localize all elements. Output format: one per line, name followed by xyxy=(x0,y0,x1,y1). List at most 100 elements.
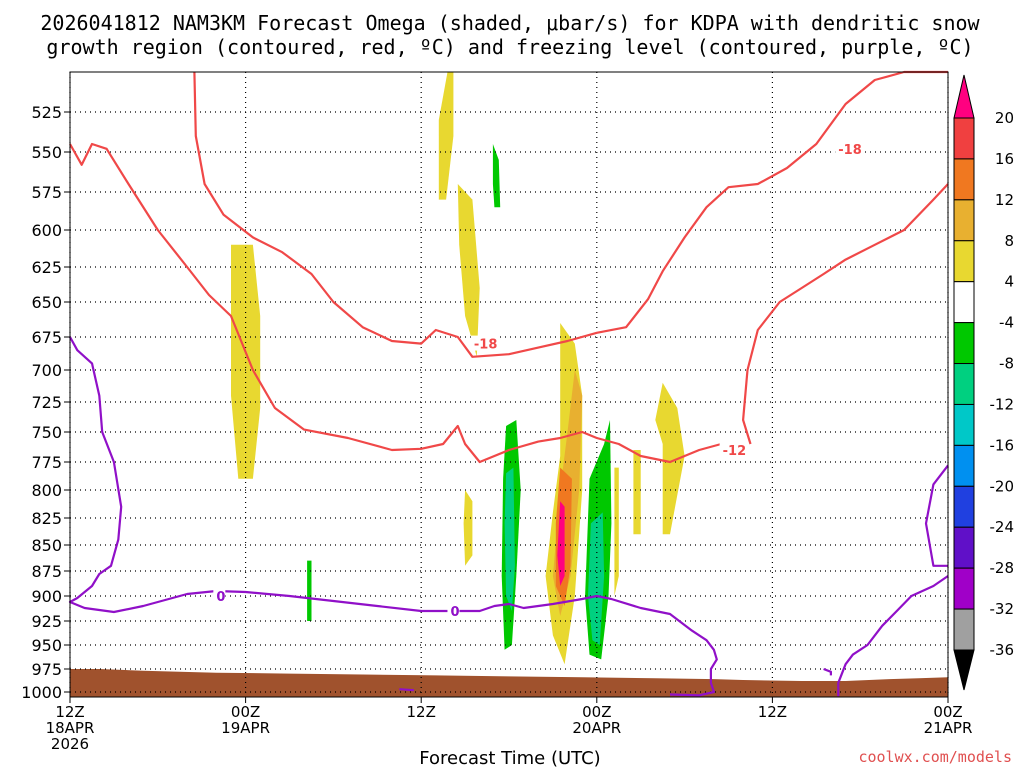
x-tick-label: 00Z xyxy=(933,703,962,721)
colorbar-tick-label: 8 xyxy=(1004,232,1014,250)
dendritic-contour-line xyxy=(193,70,948,358)
omega-region xyxy=(457,184,480,357)
y-tick-label: 775 xyxy=(31,453,62,472)
freezing-contour-line xyxy=(837,575,949,697)
colorbar-tick-label: -4 xyxy=(999,314,1014,332)
colorbar-bin xyxy=(953,240,975,283)
credit-text: coolwx.com/models xyxy=(858,748,1012,766)
y-tick-label: 1000 xyxy=(21,683,62,702)
dendritic-contour-layer: -18 -12 -18 xyxy=(69,70,949,464)
dendritic-contour-line xyxy=(69,142,722,464)
colorbar-tick-label: 20 xyxy=(995,109,1014,127)
dendritic-contour-label-bg xyxy=(470,335,499,351)
omega-region xyxy=(438,72,454,200)
x-tick-label: 21APR xyxy=(924,719,973,737)
colorbar-bin xyxy=(953,526,975,569)
colorbar-tick-label: -8 xyxy=(999,355,1014,373)
y-tick-label: 575 xyxy=(31,183,62,202)
omega-region xyxy=(557,501,565,586)
x-tick-label: 18APR xyxy=(46,719,95,737)
y-tick-label: 850 xyxy=(31,536,62,555)
freezing-contour-label-bg xyxy=(447,603,460,618)
x-tick-label: 00Z xyxy=(231,703,260,721)
colorbar-bin xyxy=(953,403,975,446)
y-tick-label: 800 xyxy=(31,481,62,500)
x-tick-label: 20APR xyxy=(572,719,621,737)
omega-region xyxy=(492,144,501,208)
colorbar-tick-label: -28 xyxy=(990,559,1015,577)
colorbar-bin xyxy=(953,322,975,365)
colorbar-bin xyxy=(953,363,975,405)
y-tick-label: 875 xyxy=(31,562,62,581)
y-tick-label: 600 xyxy=(31,221,62,240)
omega-region xyxy=(614,467,619,596)
omega-region xyxy=(504,467,515,611)
dendritic-contour-label: -18 xyxy=(474,338,498,353)
colorbar-bin xyxy=(953,567,975,610)
freezing-contour-line xyxy=(68,336,718,697)
freezing-contour-line xyxy=(399,688,414,692)
x-tick-label: 2026 xyxy=(51,735,89,753)
colorbar-tick-label: -36 xyxy=(990,641,1015,659)
freezing-contour-line xyxy=(924,464,949,567)
x-tick-label: 19APR xyxy=(221,719,270,737)
colorbar-bin xyxy=(953,199,975,242)
colorbar-tick-label: 16 xyxy=(995,150,1014,168)
y-tick-label: 825 xyxy=(31,509,62,528)
colorbar-top-arrow xyxy=(953,74,975,119)
x-axis-label: Forecast Time (UTC) xyxy=(419,748,600,768)
colorbar-tick-label: -32 xyxy=(990,600,1015,618)
x-tick-label: 00Z xyxy=(582,703,611,721)
title-line-1: 2026041812 NAM3KM Forecast Omega (shaded… xyxy=(40,11,980,35)
colorbar-tick-label: -12 xyxy=(990,395,1015,413)
colorbar: 20 16 12 8 4 -4 -8 -12 -16 -20 -24 -28 -32 -36 xyxy=(953,74,1015,691)
y-tick-label: 750 xyxy=(31,423,62,442)
colorbar-tick-label: 12 xyxy=(995,191,1014,209)
terrain-fill xyxy=(70,669,948,697)
freezing-contour-label-bg xyxy=(213,588,226,603)
colorbar-bin xyxy=(953,117,975,160)
colorbar-tick-label: -24 xyxy=(990,518,1015,536)
y-tick-label: 900 xyxy=(31,587,62,606)
colorbar-bottom-arrow xyxy=(953,649,975,691)
title-line-2: growth region (contoured, red, ºC) and f… xyxy=(46,35,973,59)
y-tick-label: 950 xyxy=(31,636,62,655)
freezing-contour-label: 0 xyxy=(450,605,459,620)
omega-region xyxy=(633,450,641,535)
y-tick-label: 700 xyxy=(31,361,62,380)
y-tick-label: 975 xyxy=(31,660,62,679)
omega-region xyxy=(231,244,261,479)
y-axis-ticks: 525 550 575 600 625 650 675 700 725 750 775 800 825 8… xyxy=(21,103,70,702)
dendritic-contour-line xyxy=(741,183,949,445)
omega-region xyxy=(463,490,473,566)
y-tick-label: 550 xyxy=(31,143,62,162)
dendritic-contour-label: -18 xyxy=(838,143,862,158)
terrain-layer xyxy=(70,669,948,697)
dendritic-contour-label: -12 xyxy=(723,444,747,459)
x-tick-label: 12Z xyxy=(55,703,84,721)
colorbar-tick-label: 4 xyxy=(1004,273,1014,291)
colorbar-bin xyxy=(953,158,975,201)
chart-title: 2026041812 NAM3KM Forecast Omega (shaded… xyxy=(40,11,980,59)
colorbar-bin xyxy=(953,608,975,651)
freezing-contour-label: 0 xyxy=(216,590,225,605)
y-tick-label: 650 xyxy=(31,293,62,312)
y-tick-label: 725 xyxy=(31,393,62,412)
freezing-level-layer: 00 xyxy=(68,336,949,697)
colorbar-bin xyxy=(953,485,975,528)
colorbar-bin xyxy=(953,444,975,487)
colorbar-tick-label: -16 xyxy=(990,436,1015,454)
y-tick-label: 525 xyxy=(31,103,62,122)
y-tick-label: 675 xyxy=(31,328,62,347)
plot-frame xyxy=(69,71,949,698)
y-tick-label: 925 xyxy=(31,612,62,631)
omega-region xyxy=(307,560,312,621)
colorbar-bin xyxy=(953,281,975,324)
dendritic-contour-label-bg xyxy=(835,140,864,156)
x-tick-label: 12Z xyxy=(758,703,787,721)
omega-shading-layer xyxy=(231,72,685,665)
x-tick-label: 12Z xyxy=(407,703,436,721)
omega-region xyxy=(655,382,685,535)
